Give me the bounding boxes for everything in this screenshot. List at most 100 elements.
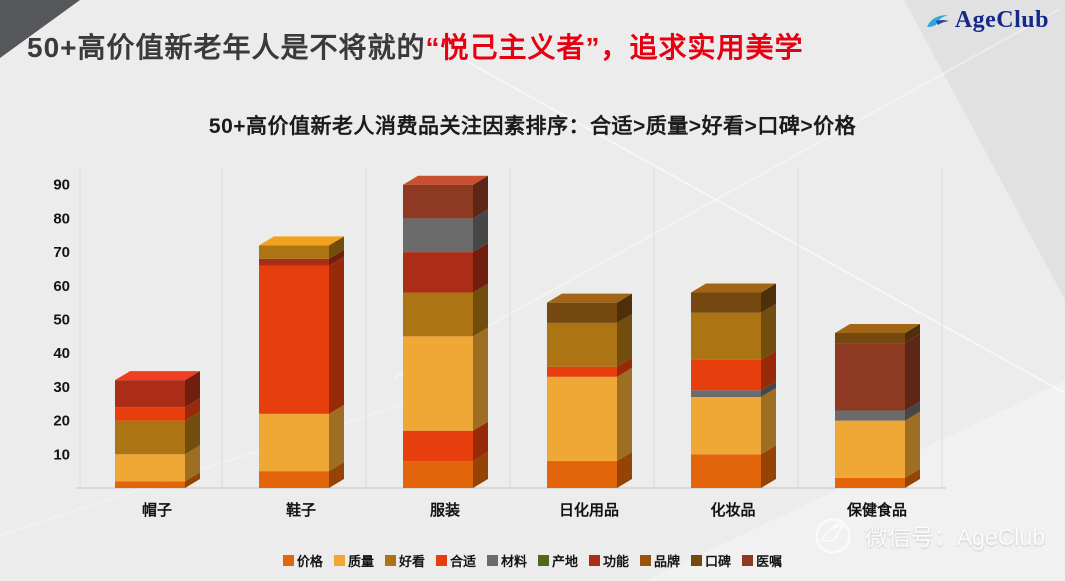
legend-swatch-icon — [691, 555, 703, 566]
legend-label: 材料 — [500, 554, 527, 569]
bar-segment — [403, 184, 473, 219]
bar-side-face — [761, 283, 776, 313]
bar-side-face — [617, 357, 632, 377]
legend-item: 合适 — [435, 551, 476, 570]
bar-top-face — [547, 293, 632, 303]
bar-side-face — [617, 367, 632, 462]
y-axis-tick: 30 — [53, 379, 70, 396]
bar-segment — [115, 454, 185, 482]
stacked-bar-chart: 10 20 30 40 50 60 70 80 90 帽子 鞋子 服装 日化用品 化妆品 保健食品 — [53, 168, 946, 519]
bar-segment — [259, 258, 329, 266]
bar-side-face — [473, 421, 488, 462]
bar-segment — [835, 477, 905, 488]
bar-side-face — [185, 371, 200, 408]
bar-side-face — [185, 398, 200, 421]
legend-label: 品牌 — [654, 554, 681, 569]
bar-segment — [403, 461, 473, 488]
bar-side-face — [617, 293, 632, 323]
bar-side-face — [761, 445, 776, 488]
bar-side-face — [329, 249, 344, 266]
bar-side-face — [329, 462, 344, 488]
bar-segment — [259, 471, 329, 488]
title-red-part: “悦己主义者”，追求实用美学 — [425, 32, 804, 63]
bar-segment — [691, 292, 761, 313]
bar-side-face — [185, 445, 200, 482]
bar-side-face — [329, 256, 344, 414]
bar-side-face — [617, 313, 632, 367]
bar-side-face — [617, 452, 632, 488]
y-axis-tick: 80 — [53, 210, 70, 227]
legend-swatch-icon — [742, 555, 754, 566]
bar-segment — [403, 292, 473, 337]
bar-side-face — [761, 303, 776, 360]
legend-swatch-icon — [640, 555, 652, 566]
bar-side-face — [473, 209, 488, 253]
bar-segment — [691, 312, 761, 360]
bar-side-face — [905, 468, 920, 488]
y-axis-tick: 70 — [53, 244, 70, 261]
legend-label: 价格 — [296, 554, 323, 569]
bar-segment — [691, 454, 761, 488]
title-dark-part: 50+高价值新老年人是不将就的 — [27, 32, 426, 63]
legend-swatch-icon — [486, 555, 498, 566]
legend-item: 质量 — [333, 551, 374, 570]
chart-subtitle: 50+高价值新老人消费品关注因素排序：合适>质量>好看>口碑>价格 — [208, 115, 857, 138]
bar-side-face — [905, 323, 920, 344]
chart-legend: 价格 质量 好看 合适 材料 产地 功能 品牌 口碑 医嘱 — [0, 551, 1065, 570]
legend-item: 品牌 — [640, 551, 680, 570]
legend-label: 产地 — [552, 554, 579, 569]
bar-side-face — [473, 175, 488, 219]
bar-segment — [403, 430, 473, 462]
bar-segment — [547, 302, 617, 323]
bar-side-face — [761, 388, 776, 455]
bar-top-face — [835, 323, 920, 333]
bar-segment — [835, 420, 905, 478]
bar-side-face — [761, 350, 776, 391]
legend-label: 质量 — [347, 554, 374, 569]
bar-segment — [547, 366, 617, 377]
y-axis-tick: 40 — [53, 345, 70, 362]
bar-side-face — [473, 452, 488, 488]
bar-side-face — [905, 401, 920, 421]
bar-side-face — [905, 411, 920, 478]
x-axis-label: 鞋子 — [286, 501, 316, 519]
bar-side-face — [761, 381, 776, 398]
bar-segment — [403, 218, 473, 253]
legend-swatch-icon — [589, 555, 601, 566]
legend-label: 合适 — [449, 554, 476, 569]
bar-segment — [547, 461, 617, 488]
bar-side-face — [185, 472, 200, 488]
bar-segment — [259, 245, 329, 259]
legend-item: 产地 — [538, 551, 578, 570]
y-axis-tick: 20 — [53, 413, 70, 430]
bar-segment — [691, 390, 761, 398]
bar-top-face — [259, 236, 344, 246]
ageclub-logo: AgeClub — [926, 7, 1049, 34]
legend-item: 功能 — [589, 551, 629, 570]
bar-segment — [403, 336, 473, 431]
bar-side-face — [329, 236, 344, 259]
legend-label: 医嘱 — [756, 554, 783, 569]
bar-segment — [259, 265, 329, 414]
legend-item: 价格 — [282, 551, 323, 570]
page-title: 50+高价值新老年人是不将就的“悦己主义者”，追求实用美学 — [27, 26, 804, 66]
bird-icon — [926, 14, 949, 27]
bar-segment — [403, 252, 473, 293]
legend-item: 好看 — [384, 551, 425, 570]
legend-item: 医嘱 — [742, 551, 782, 570]
bar-segment — [115, 407, 185, 421]
y-axis-tick: 90 — [53, 177, 70, 194]
bar-segment — [259, 413, 329, 472]
legend-swatch-icon — [384, 555, 396, 566]
bar-side-face — [905, 334, 920, 411]
bar-segment — [115, 420, 185, 455]
dove-logo-icon — [815, 518, 851, 554]
logo-text: AgeClub — [954, 7, 1049, 33]
legend-label: 好看 — [398, 554, 425, 569]
x-axis-label: 帽子 — [142, 501, 172, 519]
bar-segment — [115, 380, 185, 408]
bar-segment — [691, 359, 761, 391]
x-axis-label: 服装 — [430, 501, 461, 519]
bar-side-face — [473, 283, 488, 337]
